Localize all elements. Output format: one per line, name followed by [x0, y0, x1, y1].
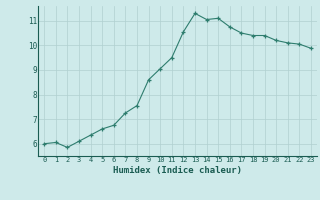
X-axis label: Humidex (Indice chaleur): Humidex (Indice chaleur) [113, 166, 242, 175]
